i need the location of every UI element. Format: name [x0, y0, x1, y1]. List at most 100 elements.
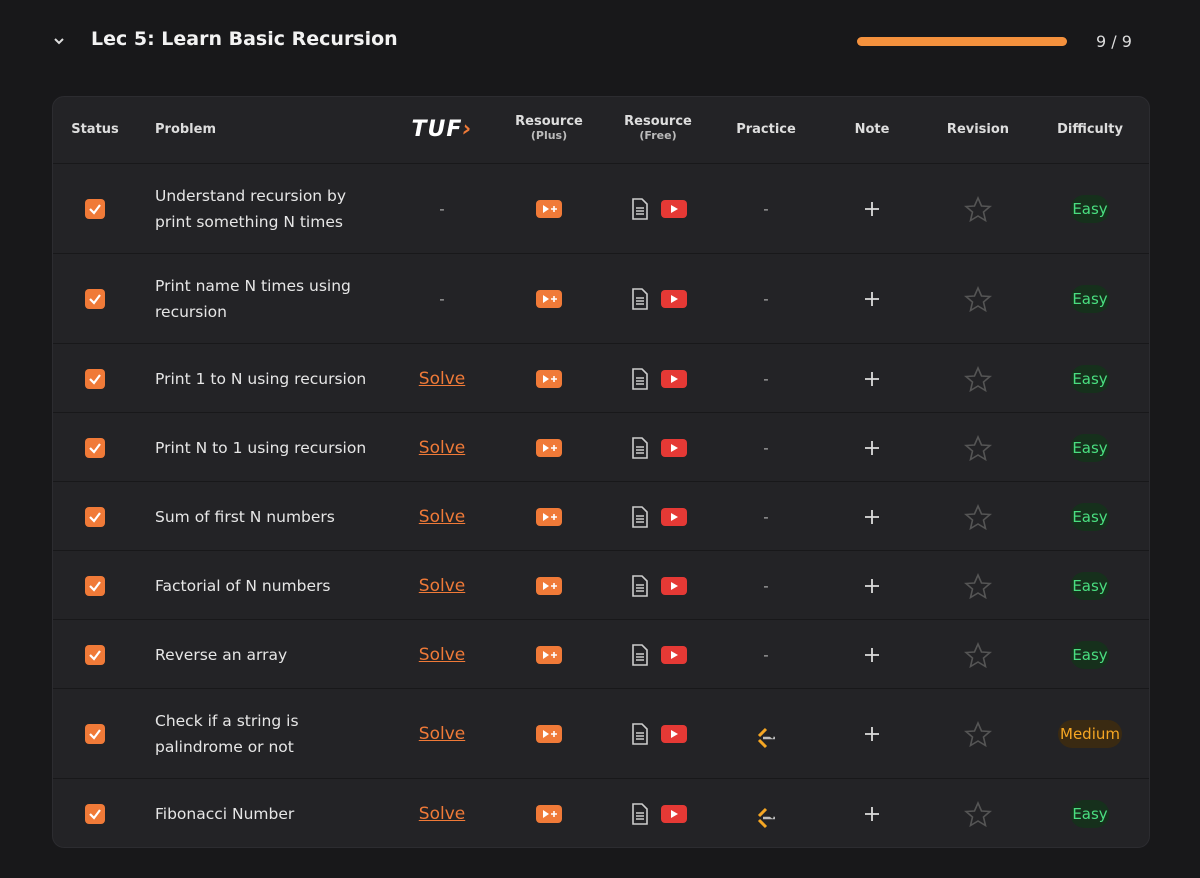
tuf-arrow: › — [462, 117, 473, 142]
column-header: Resource (Plus) — [515, 114, 583, 142]
add-note[interactable] — [863, 577, 881, 595]
difficulty-pill: Easy — [1070, 799, 1110, 828]
resource-plus-icon[interactable] — [536, 725, 562, 743]
problem-row: Sum of first N numbers Solve - Easy — [53, 481, 1149, 551]
column-header: Resource (Free) — [624, 114, 692, 142]
resource-free-icons[interactable] — [631, 288, 687, 310]
add-note[interactable] — [863, 725, 881, 743]
solve-link[interactable]: Solve — [418, 575, 466, 596]
revision-star[interactable] — [963, 641, 993, 668]
resource-free-icons[interactable] — [631, 505, 687, 528]
problem-name: Understand recursion by print something … — [155, 187, 347, 231]
resource-free-icons[interactable] — [631, 802, 687, 825]
problem-name: Print name N times using recursion — [155, 277, 351, 321]
problem-table: Status Problem Practice Note Revision Difficu… — [52, 96, 1150, 848]
problem-row: Check if a string is palindrome or not So… — [53, 688, 1149, 779]
collapse-chevron[interactable] — [52, 34, 66, 48]
revision-star[interactable] — [963, 365, 993, 392]
status-checkbox[interactable] — [85, 575, 105, 596]
problem-name: Factorial of N numbers — [155, 576, 331, 595]
solve-link[interactable]: Solve — [418, 368, 466, 389]
practice-dash: - — [763, 200, 769, 218]
add-note[interactable] — [863, 805, 881, 823]
revision-star[interactable] — [963, 434, 993, 461]
status-checkbox[interactable] — [85, 199, 105, 219]
header-main: Resource — [624, 114, 692, 129]
resource-free-icons[interactable] — [631, 643, 687, 666]
add-note[interactable] — [863, 290, 881, 308]
solve-link[interactable]: Solve — [418, 803, 466, 824]
add-note[interactable] — [863, 508, 881, 526]
problem-name: Reverse an array — [155, 645, 288, 664]
practice-dash: - — [763, 369, 769, 388]
problem-row: Print N to 1 using recursion Solve - Easy — [53, 412, 1149, 482]
practice-dash: - — [763, 507, 769, 526]
resource-plus-icon[interactable] — [536, 804, 562, 823]
resource-free-icons[interactable] — [631, 723, 687, 745]
add-note[interactable] — [863, 439, 881, 457]
status-checkbox[interactable] — [85, 437, 105, 458]
problem-name: Fibonacci Number — [155, 804, 295, 823]
solve-link[interactable]: Solve — [418, 506, 466, 527]
difficulty-pill: Easy — [1070, 364, 1110, 393]
status-checkbox[interactable] — [85, 644, 105, 665]
revision-star[interactable] — [963, 800, 993, 827]
practice-icon[interactable] — [754, 726, 778, 750]
status-checkbox[interactable] — [85, 724, 105, 744]
column-header: Difficulty — [1057, 122, 1123, 137]
resource-free-icons[interactable] — [631, 198, 687, 220]
header-main: Resource — [515, 114, 583, 129]
header-sub: (Free) — [639, 129, 677, 142]
difficulty-pill: Easy — [1070, 433, 1110, 462]
practice-dash: - — [763, 290, 769, 308]
problem-name: Sum of first N numbers — [155, 507, 335, 526]
revision-star[interactable] — [963, 196, 993, 223]
status-checkbox[interactable] — [85, 368, 105, 389]
column-header: Problem — [155, 122, 216, 137]
problem-row: Print 1 to N using recursion Solve - Easy — [53, 343, 1149, 413]
revision-star[interactable] — [963, 721, 993, 748]
status-checkbox[interactable] — [85, 506, 105, 527]
problem-row: Fibonacci Number Solve Easy — [53, 778, 1149, 847]
practice-dash: - — [763, 438, 769, 457]
difficulty-pill: Easy — [1070, 571, 1110, 600]
solve-link[interactable]: Solve — [418, 644, 466, 665]
status-checkbox[interactable] — [85, 289, 105, 309]
resource-free-icons[interactable] — [631, 574, 687, 597]
tuf-dash: - — [439, 290, 445, 308]
resource-free-icons[interactable] — [631, 436, 687, 459]
problem-name: Print 1 to N using recursion — [155, 369, 367, 388]
column-header: Status — [71, 122, 119, 137]
solve-link[interactable]: Solve — [418, 437, 466, 458]
column-header: Revision — [946, 122, 1010, 137]
problem-name: Check if a string is palindrome or not — [155, 712, 299, 756]
status-checkbox[interactable] — [85, 803, 105, 824]
add-note[interactable] — [863, 370, 881, 388]
add-note[interactable] — [863, 200, 881, 218]
problem-name: Print N to 1 using recursion — [155, 438, 367, 457]
resource-plus-icon[interactable] — [536, 645, 562, 664]
resource-plus-icon[interactable] — [536, 290, 562, 308]
resource-plus-icon[interactable] — [536, 507, 562, 526]
resource-plus-icon[interactable] — [536, 576, 562, 595]
progress-bar — [857, 37, 1067, 46]
revision-star[interactable] — [963, 572, 993, 599]
resource-free-icons[interactable] — [631, 367, 687, 390]
resource-plus-icon[interactable] — [536, 369, 562, 388]
problem-row: Factorial of N numbers Solve - Easy — [53, 550, 1149, 620]
problem-row: Understand recursion by print something … — [53, 163, 1149, 254]
solve-link[interactable]: Solve — [418, 724, 466, 744]
add-note[interactable] — [863, 646, 881, 664]
difficulty-pill: Easy — [1070, 285, 1110, 313]
revision-star[interactable] — [963, 503, 993, 530]
practice-icon[interactable] — [754, 806, 778, 830]
resource-plus-icon[interactable] — [536, 438, 562, 457]
tuf-text: TUF — [411, 117, 463, 142]
revision-star[interactable] — [963, 286, 993, 313]
column-header: Practice — [736, 122, 796, 137]
difficulty-pill: Easy — [1070, 195, 1110, 223]
difficulty-pill: Easy — [1070, 640, 1110, 669]
progress-track — [857, 37, 1067, 46]
resource-plus-icon[interactable] — [536, 200, 562, 218]
